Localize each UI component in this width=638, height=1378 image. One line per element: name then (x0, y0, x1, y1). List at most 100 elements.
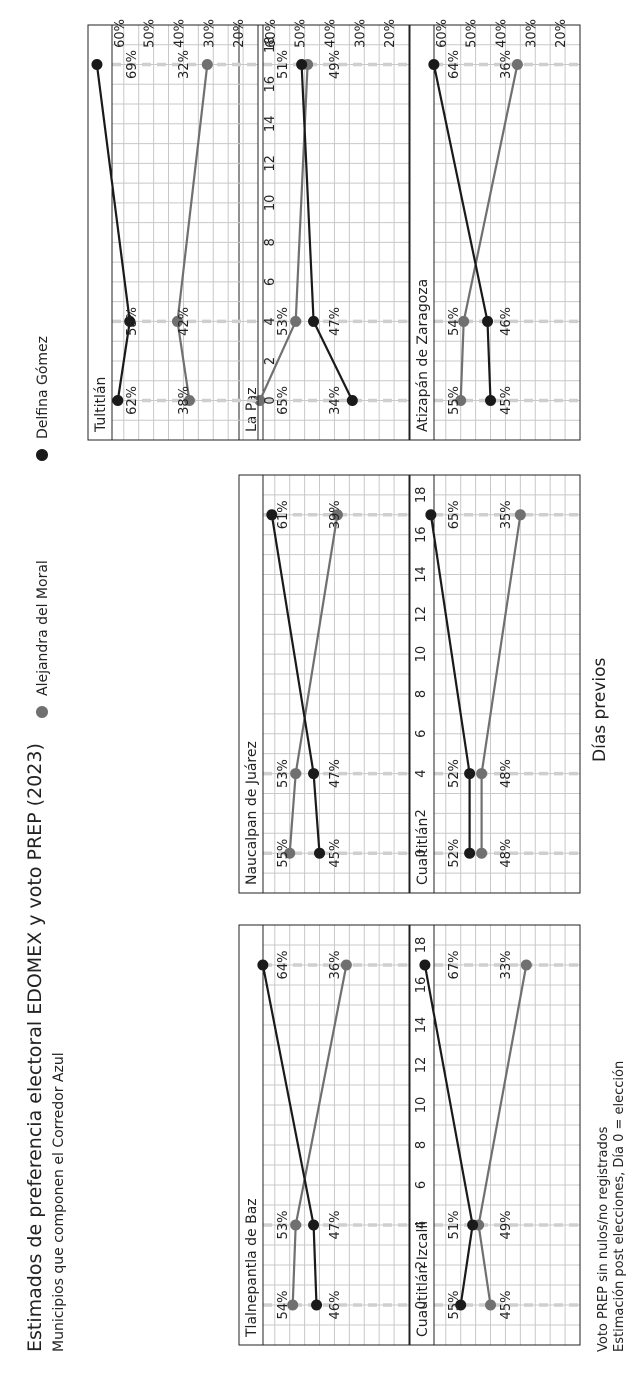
x-tick-label: 12 (414, 1057, 429, 1074)
y-tick-label: 50% (294, 19, 309, 48)
data-point (482, 315, 494, 327)
data-point (91, 59, 103, 71)
y-tick-label: 30% (524, 19, 539, 48)
series (257, 959, 323, 1311)
data-label: 35% (499, 500, 514, 529)
y-tick-label: 20% (232, 19, 247, 48)
panel: Cuautitlán Izcalli 67% 33% 51% 49% 55% 45% (409, 924, 581, 1346)
data-label: 53% (276, 1211, 291, 1240)
x-tick-label: 18 (414, 487, 429, 504)
y-tick-label: 40% (172, 19, 187, 48)
data-label: 32% (177, 50, 192, 79)
x-tick-label: 6 (263, 278, 278, 286)
data-point (467, 1219, 479, 1231)
data-label: 39% (328, 500, 343, 529)
data-label: 49% (328, 50, 343, 79)
y-tick-label: 50% (465, 19, 480, 48)
data-label: 55% (447, 386, 462, 415)
x-tick-label: 2 (414, 809, 429, 817)
data-point (314, 847, 326, 859)
facet-panels: Atizapán de Zaragoza 60% 50% 40% 30% 20% 64% 36… (87, 19, 581, 1346)
data-point (485, 394, 497, 406)
data-point (290, 768, 302, 780)
x-tick-label: 0 (263, 396, 278, 404)
caption-line: Voto PREP sin nulos/no registrados (596, 1126, 611, 1352)
data-label: 51% (447, 1211, 462, 1240)
data-point (476, 768, 488, 780)
panel-strip-box (409, 24, 435, 441)
series (428, 59, 497, 406)
x-tick-label: 12 (414, 606, 429, 623)
data-point (308, 1219, 320, 1231)
data-label: 38% (177, 386, 192, 415)
data-point (331, 509, 343, 521)
data-label: 36% (328, 951, 343, 980)
data-label: 54% (276, 1291, 291, 1320)
x-tick-label: 4 (414, 1221, 429, 1229)
data-label: 45% (499, 1291, 514, 1320)
data-point (425, 509, 437, 521)
data-label: 53% (276, 759, 291, 788)
y-tick-label: 50% (143, 19, 158, 48)
data-label: 52% (447, 759, 462, 788)
x-tick-label: 10 (414, 646, 429, 663)
panel: Tlalnepantla de Baz 18 16 14 12 10 8 6 4 2 0 64% 36%… (238, 924, 429, 1346)
panel-strip: Tlalnepantla de Baz (238, 924, 264, 1346)
series (266, 509, 326, 859)
data-label: 65% (447, 500, 462, 529)
data-point (266, 509, 278, 521)
data-point (311, 1299, 323, 1311)
data-label: 67% (447, 951, 462, 980)
panel-strip: Cuaititlán (409, 474, 435, 894)
legend-label: Delfina Gómez (35, 336, 51, 439)
data-point (458, 315, 470, 327)
data-point (183, 394, 195, 406)
y-tick-label: 60% (113, 19, 128, 48)
series-line (477, 964, 528, 1306)
series-line (480, 514, 522, 854)
x-tick-label: 6 (414, 730, 429, 738)
data-point (296, 59, 308, 71)
legend: Alejandra del Moral Delfina Gómez (35, 336, 51, 718)
x-tick-label: 14 (414, 566, 429, 583)
series-line (288, 514, 339, 854)
legend-marker (36, 706, 48, 718)
panel-title: Tlalnepantla de Baz (244, 1198, 260, 1338)
series (296, 59, 358, 406)
panel-frame (409, 24, 581, 441)
data-point (464, 768, 476, 780)
x-tick-label: 8 (414, 1141, 429, 1149)
y-tick-label: 40% (494, 19, 509, 48)
panel-title: Atizapán de Zaragoza (415, 279, 431, 432)
data-label: 52% (447, 839, 462, 868)
x-tick-label: 10 (263, 195, 278, 212)
x-tick-label: 10 (414, 1097, 429, 1114)
panel-strip-box (238, 924, 264, 1346)
series (476, 509, 526, 859)
legend-marker (36, 449, 48, 461)
series (171, 59, 213, 406)
panel: Atizapán de Zaragoza 60% 50% 40% 30% 20% 64% 36… (409, 19, 581, 441)
x-tick-label: 14 (414, 1017, 429, 1034)
x-tick-label: 4 (263, 317, 278, 325)
data-point (520, 959, 532, 971)
data-point (284, 847, 296, 859)
data-point (290, 315, 302, 327)
data-label: 47% (328, 759, 343, 788)
panel-frame (238, 474, 410, 894)
panel-strip-box (238, 474, 264, 894)
series (455, 59, 523, 406)
y-tick-label: 20% (554, 19, 569, 48)
data-label: 42% (177, 307, 192, 336)
series-line (258, 64, 309, 401)
data-point (171, 315, 183, 327)
panel-title: Tultitlán (93, 377, 109, 433)
data-label: 48% (499, 839, 514, 868)
series (284, 509, 343, 859)
x-tick-label: 2 (414, 1261, 429, 1269)
panel-frame (238, 924, 410, 1346)
data-label: 48% (499, 759, 514, 788)
data-label: 49% (499, 1211, 514, 1240)
panel-frame (87, 24, 259, 441)
